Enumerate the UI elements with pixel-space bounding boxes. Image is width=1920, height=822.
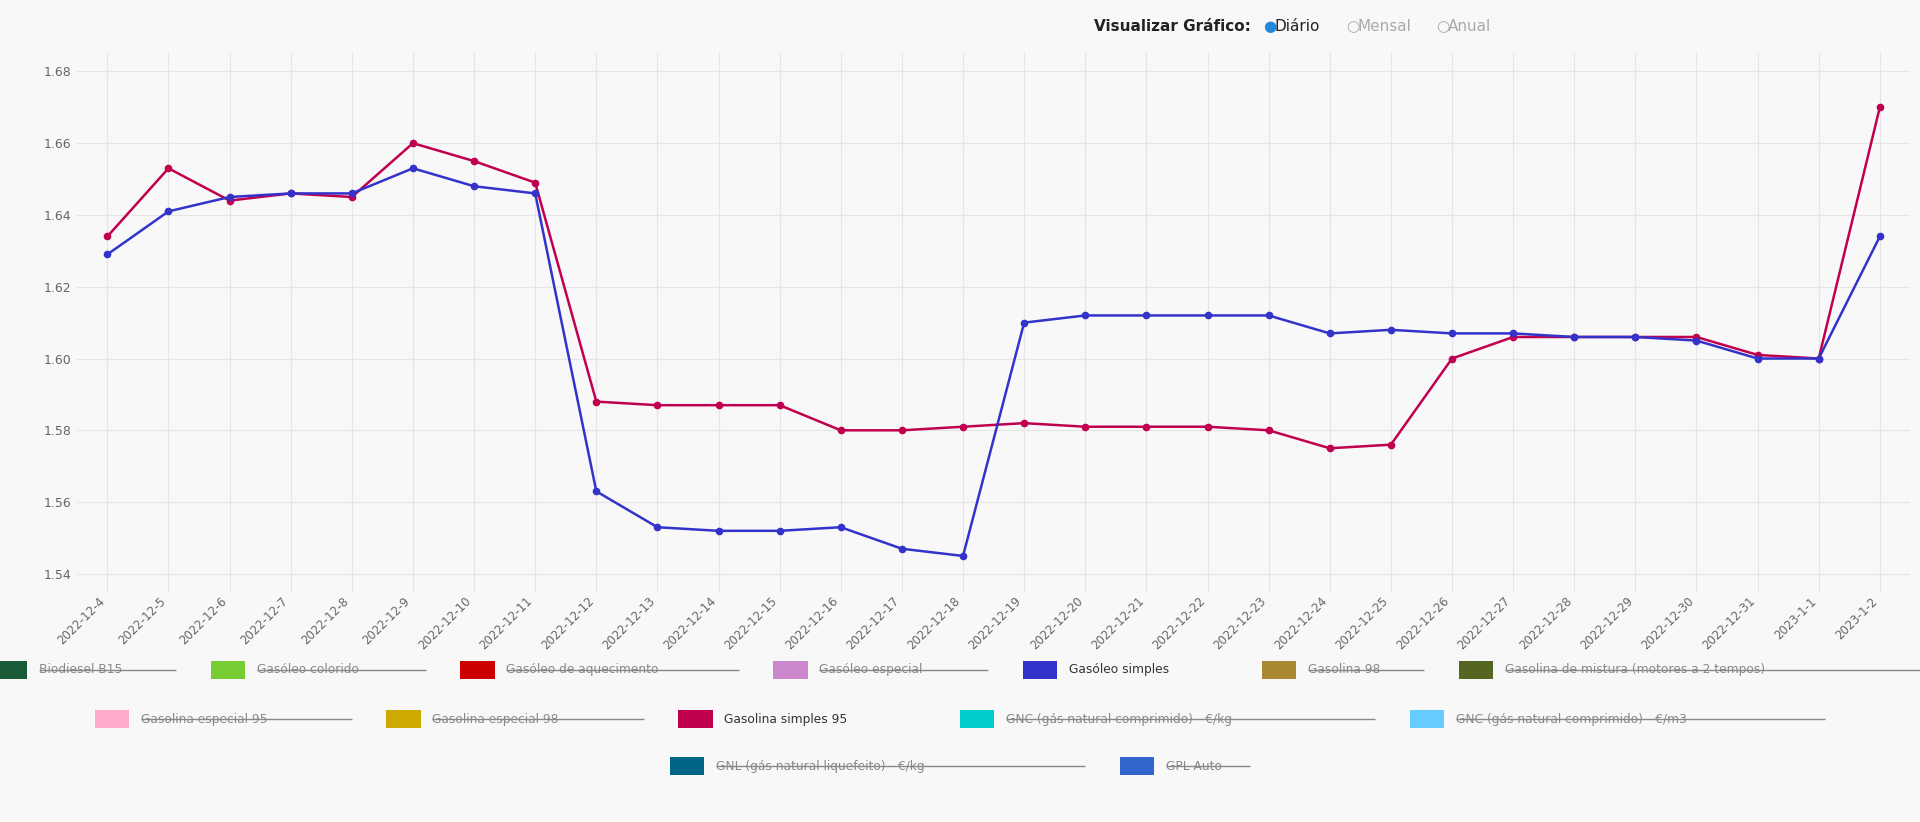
Text: GPL Auto: GPL Auto: [1165, 760, 1221, 773]
Text: Gasóleo colorido: Gasóleo colorido: [257, 663, 359, 677]
Text: Mensal: Mensal: [1357, 19, 1411, 34]
Text: Gasolina simples 95: Gasolina simples 95: [724, 713, 847, 726]
Text: Gasolina 98: Gasolina 98: [1308, 663, 1380, 677]
Text: Gasolina especial 95: Gasolina especial 95: [140, 713, 267, 726]
Text: Gasolina de mistura (motores a 2 tempos): Gasolina de mistura (motores a 2 tempos): [1505, 663, 1764, 677]
Text: Diário: Diário: [1275, 19, 1321, 34]
Text: ○: ○: [1346, 19, 1359, 34]
Text: ●: ●: [1263, 19, 1277, 34]
Text: GNC (gás natural comprimido) - €/kg: GNC (gás natural comprimido) - €/kg: [1006, 713, 1231, 726]
Text: Gasóleo simples: Gasóleo simples: [1069, 663, 1169, 677]
Text: Visualizar Gráfico:: Visualizar Gráfico:: [1094, 19, 1252, 34]
Text: GNC (gás natural comprimido) - €/m3: GNC (gás natural comprimido) - €/m3: [1455, 713, 1686, 726]
Text: Gasóleo especial: Gasóleo especial: [820, 663, 924, 677]
Text: Biodiesel B15: Biodiesel B15: [38, 663, 123, 677]
Text: Gasóleo de aquecimento: Gasóleo de aquecimento: [507, 663, 659, 677]
Text: Gasolina especial 98: Gasolina especial 98: [432, 713, 559, 726]
Text: Anual: Anual: [1448, 19, 1492, 34]
Text: GNL (gás natural liquefeito) - €/kg: GNL (gás natural liquefeito) - €/kg: [716, 760, 924, 773]
Text: ○: ○: [1436, 19, 1450, 34]
